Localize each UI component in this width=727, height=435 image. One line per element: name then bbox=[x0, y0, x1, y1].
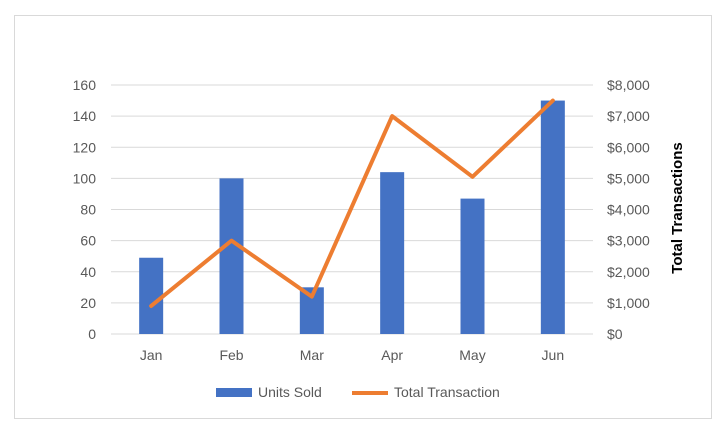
legend: Units Sold Total Transaction bbox=[216, 384, 500, 400]
legend-swatch-units-sold bbox=[216, 388, 252, 397]
right-tick-label: $0 bbox=[607, 326, 623, 342]
line-series-total-transaction bbox=[149, 98, 555, 308]
right-axis-title: Total Transactions bbox=[669, 142, 686, 273]
left-tick-label: 80 bbox=[80, 202, 96, 218]
bar-series-units-sold bbox=[139, 100, 565, 334]
left-tick-label: 40 bbox=[80, 264, 96, 280]
left-tick-label: 0 bbox=[88, 326, 96, 342]
left-tick-label: 140 bbox=[73, 108, 97, 124]
right-tick-label: $7,000 bbox=[607, 108, 650, 124]
x-axis-ticks: Jan Feb Mar Apr May Jun bbox=[140, 347, 564, 363]
right-tick-label: $3,000 bbox=[607, 233, 650, 249]
right-tick-label: $2,000 bbox=[607, 264, 650, 280]
right-tick-label: $5,000 bbox=[607, 170, 650, 186]
bar-feb bbox=[219, 178, 244, 334]
line-total-transaction bbox=[149, 98, 555, 308]
right-tick-label: $6,000 bbox=[607, 139, 650, 155]
x-tick-label: Feb bbox=[219, 347, 243, 363]
bar-apr bbox=[380, 172, 405, 334]
bar-jun bbox=[540, 100, 565, 334]
left-tick-label: 20 bbox=[80, 295, 96, 311]
legend-label-total-transaction: Total Transaction bbox=[394, 384, 500, 400]
right-axis-ticks: $0 $1,000 $2,000 $3,000 $4,000 $5,000 $6,000 $7… bbox=[607, 77, 650, 342]
left-tick-label: 160 bbox=[73, 77, 97, 93]
left-tick-label: 100 bbox=[73, 170, 97, 186]
x-tick-label: May bbox=[459, 347, 485, 363]
bar-may bbox=[460, 198, 485, 334]
bar-jan bbox=[139, 257, 164, 334]
x-tick-label: Mar bbox=[300, 347, 324, 363]
chart-frame bbox=[14, 15, 712, 419]
x-tick-label: Jan bbox=[140, 347, 163, 363]
right-tick-label: $1,000 bbox=[607, 295, 650, 311]
legend-label-units-sold: Units Sold bbox=[258, 384, 322, 400]
gridlines bbox=[111, 84, 593, 335]
x-tick-label: Apr bbox=[381, 347, 403, 363]
left-tick-label: 120 bbox=[73, 139, 97, 155]
x-tick-label: Jun bbox=[542, 347, 565, 363]
right-tick-label: $4,000 bbox=[607, 202, 650, 218]
left-axis-ticks: 0 20 40 60 80 100 120 140 160 bbox=[73, 77, 97, 342]
right-tick-label: $8,000 bbox=[607, 77, 650, 93]
left-tick-label: 60 bbox=[80, 233, 96, 249]
